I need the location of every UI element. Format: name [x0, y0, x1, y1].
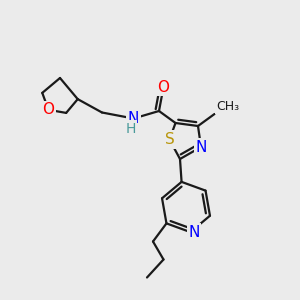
Text: CH₃: CH₃ — [216, 100, 239, 112]
Text: N: N — [128, 111, 139, 126]
Text: H: H — [125, 122, 136, 136]
Text: O: O — [42, 102, 54, 117]
Text: N: N — [188, 225, 200, 240]
Text: N: N — [195, 140, 207, 154]
Text: S: S — [165, 132, 174, 147]
Text: O: O — [158, 80, 169, 94]
